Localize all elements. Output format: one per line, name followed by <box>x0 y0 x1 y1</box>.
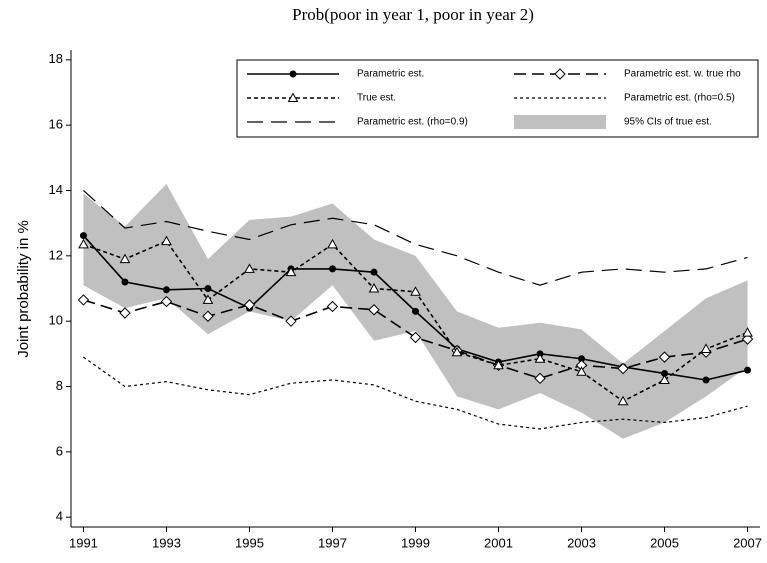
marker <box>410 286 421 296</box>
legend-label: Parametric est. (rho=0.5) <box>624 93 735 104</box>
marker <box>659 374 670 384</box>
marker <box>700 343 712 353</box>
marker <box>368 282 380 293</box>
chart-title: Prob(poor in year 1, poor in year 2) <box>292 5 534 24</box>
y-tick-label: 14 <box>49 182 63 197</box>
x-tick-label: 1993 <box>152 535 181 550</box>
x-tick-label: 2003 <box>567 535 596 550</box>
marker <box>534 372 546 385</box>
marker <box>409 331 422 344</box>
marker <box>202 310 214 322</box>
marker <box>578 355 586 363</box>
marker <box>327 238 338 249</box>
marker <box>412 307 419 315</box>
x-tick-label: 2007 <box>733 535 762 550</box>
marker <box>202 294 214 304</box>
legend-label: True est. <box>357 93 396 104</box>
legend: Parametric est. Parametric est. w. true r… <box>236 59 759 138</box>
marker <box>160 295 173 308</box>
marker <box>121 278 129 286</box>
marker <box>741 333 754 345</box>
marker <box>493 359 504 370</box>
y-tick-label: 6 <box>56 443 63 458</box>
marker <box>243 299 256 311</box>
y-tick-label: 10 <box>49 313 63 328</box>
marker <box>287 92 299 102</box>
series-line <box>83 356 748 430</box>
y-tick-label: 8 <box>56 378 63 393</box>
marker <box>702 376 710 384</box>
marker <box>244 263 255 273</box>
marker <box>162 286 170 294</box>
x-tick-label: 1997 <box>318 535 347 550</box>
marker <box>289 70 297 78</box>
marker <box>77 294 90 306</box>
marker <box>328 265 336 273</box>
y-tick-label: 4 <box>56 509 63 524</box>
legend-label: Parametric est. (rho=0.9) <box>357 117 468 128</box>
x-tick-label: 1995 <box>235 535 264 550</box>
marker <box>370 268 378 276</box>
marker <box>119 307 131 319</box>
marker <box>742 327 753 337</box>
x-tick-label: 2005 <box>650 535 679 550</box>
marker <box>661 369 669 377</box>
marker <box>658 351 671 363</box>
marker <box>78 238 89 249</box>
marker <box>554 68 566 80</box>
y-axis-label: Joint probability in % <box>15 220 32 358</box>
marker <box>451 346 463 357</box>
marker <box>617 395 629 406</box>
marker <box>285 315 297 327</box>
y-tick-label: 12 <box>49 247 63 262</box>
legend-swatch <box>514 115 606 129</box>
y-tick-label: 16 <box>49 117 63 132</box>
y-tick-label: 18 <box>49 51 63 66</box>
marker <box>534 353 546 363</box>
marker <box>744 366 752 374</box>
marker <box>576 366 587 376</box>
marker <box>79 232 87 240</box>
marker <box>285 266 297 277</box>
legend-label: Parametric est. w. true rho <box>624 69 741 80</box>
marker <box>617 362 629 375</box>
marker <box>326 300 339 313</box>
legend-label: Parametric est. <box>357 69 424 80</box>
marker <box>368 304 380 316</box>
series-line <box>83 190 748 286</box>
x-tick-label: 1999 <box>401 535 430 550</box>
legend-box <box>236 59 759 138</box>
x-tick-label: 2001 <box>484 535 513 550</box>
marker <box>161 235 172 246</box>
legend-label: 95% CIs of true est. <box>624 117 712 128</box>
x-tick-label: 1991 <box>69 535 98 550</box>
marker <box>119 253 131 264</box>
marker <box>204 285 212 292</box>
